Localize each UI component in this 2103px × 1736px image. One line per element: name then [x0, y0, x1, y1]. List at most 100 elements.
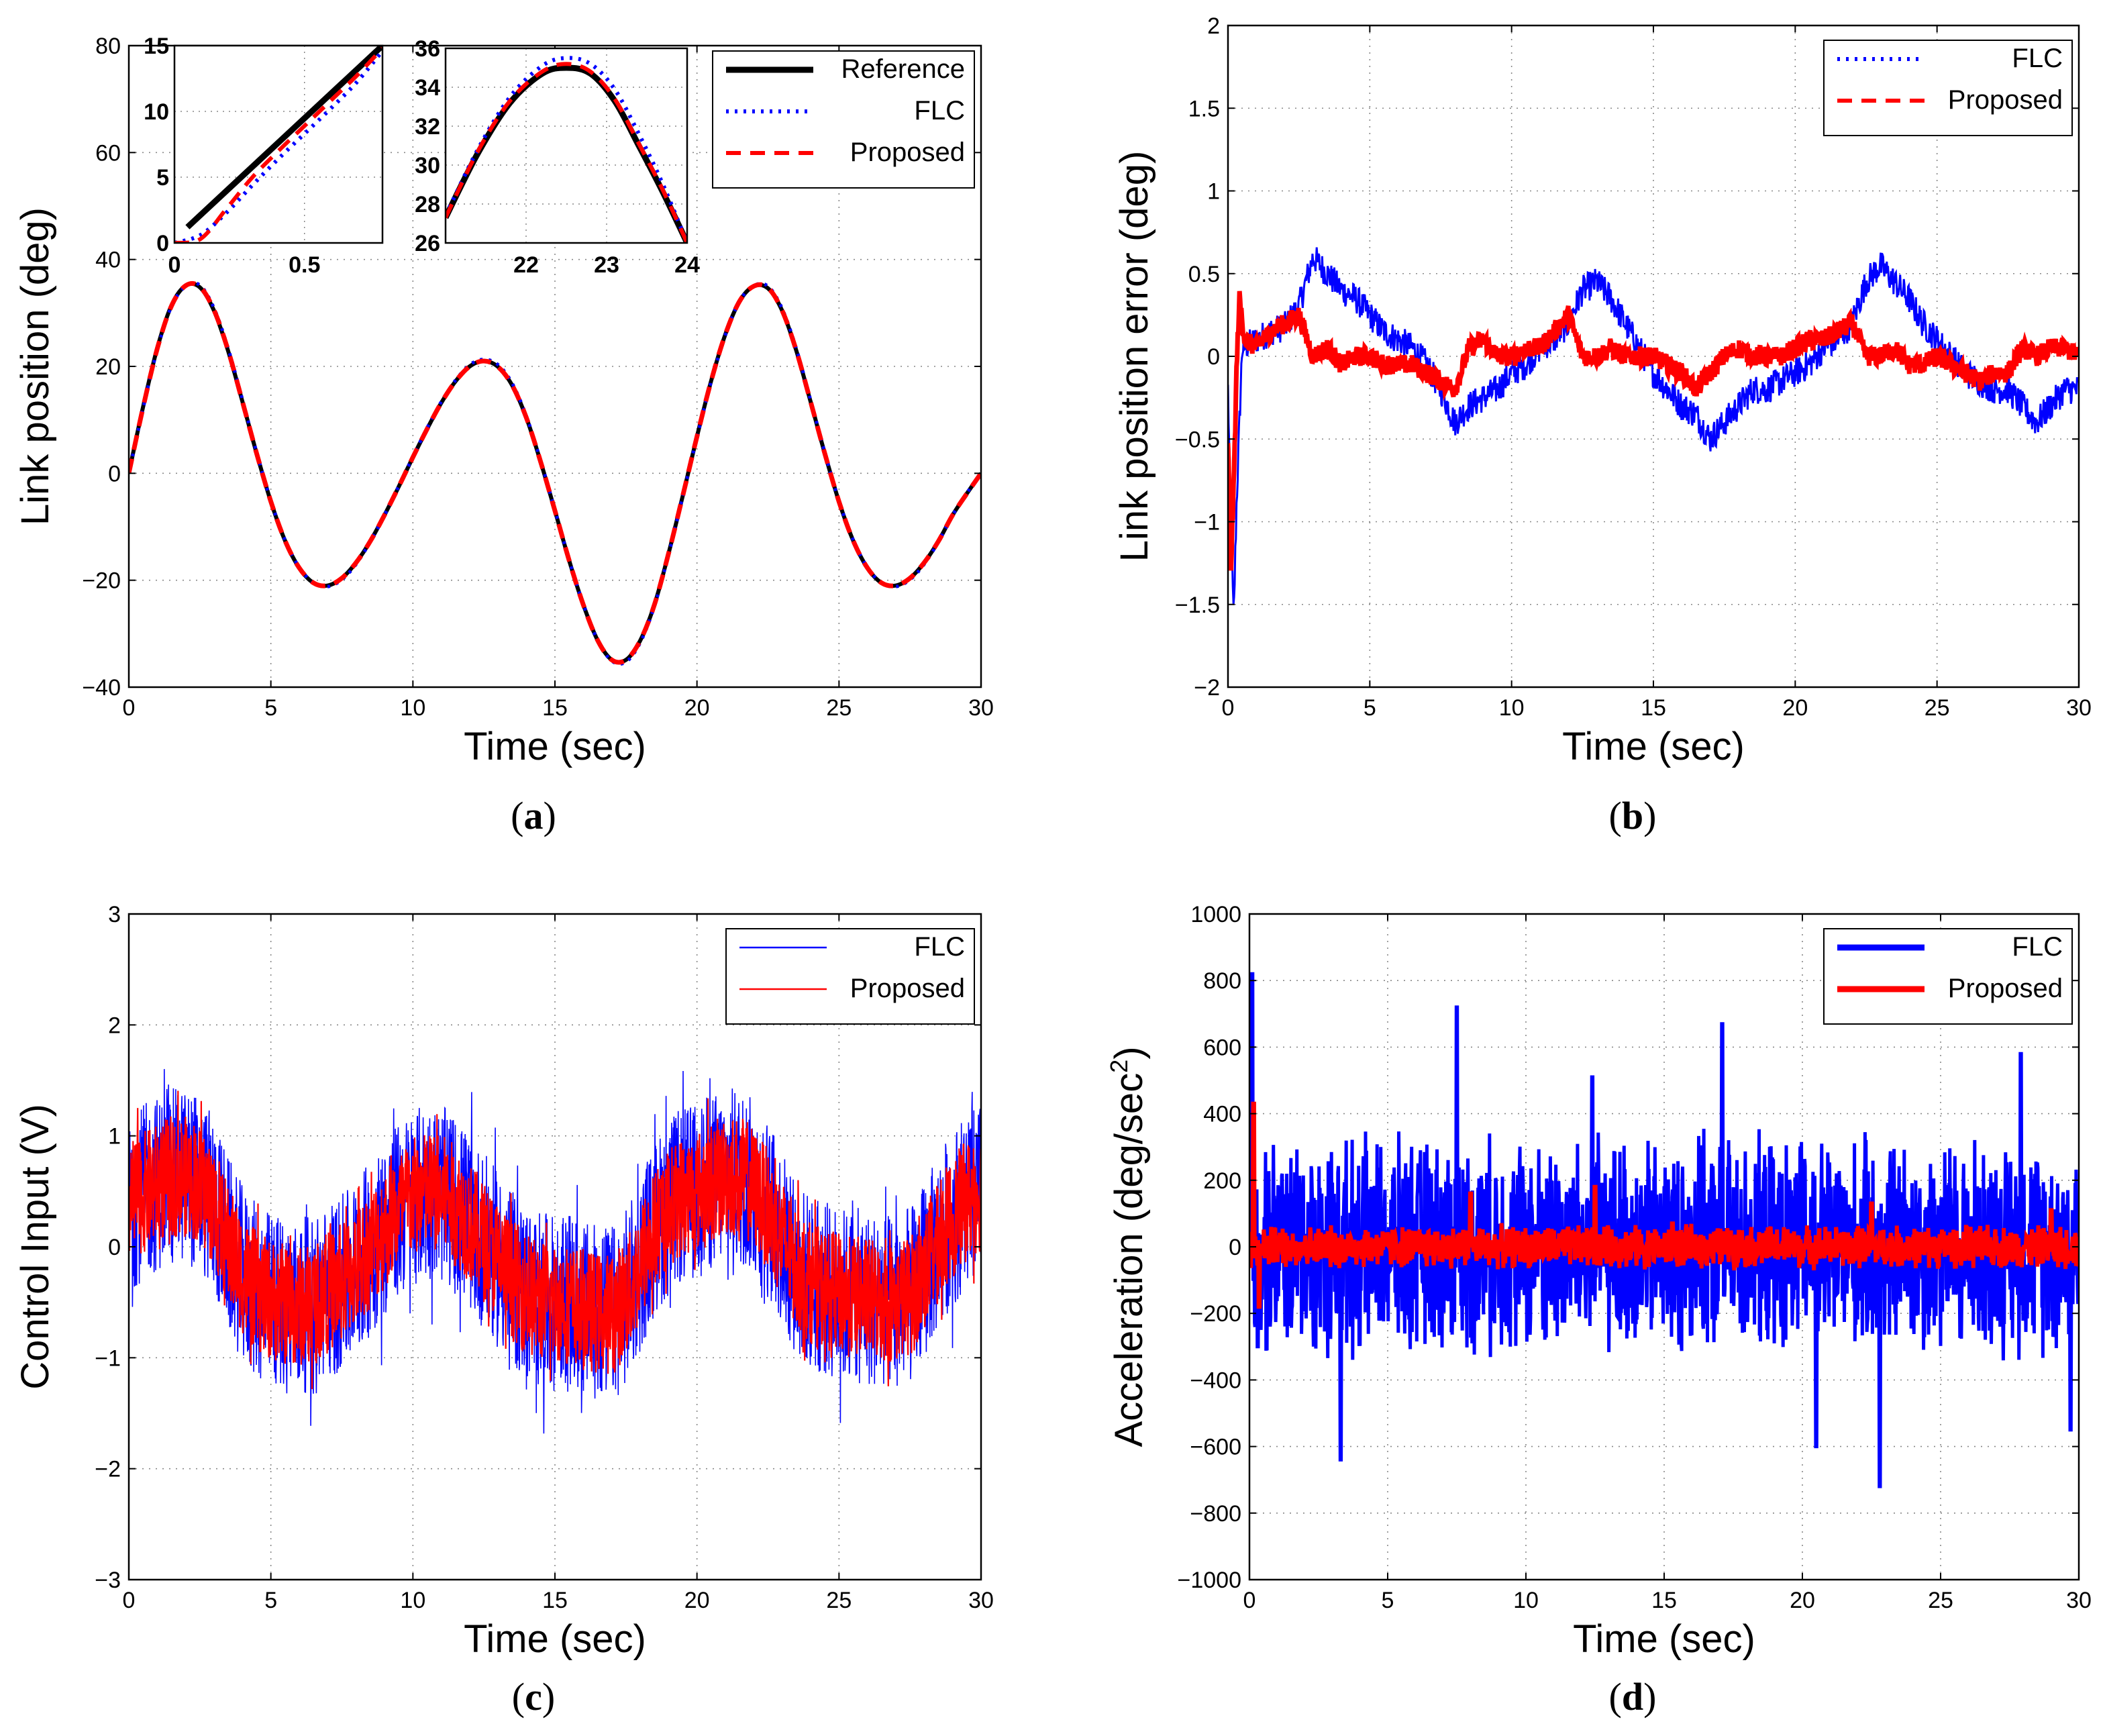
inset-1: 0 0.5 0 5 10 15 — [144, 34, 384, 278]
y-tick-label: 60 — [95, 140, 121, 166]
panel-caption: (d) — [1609, 1675, 1657, 1719]
y-axis-label: Link position (deg) — [13, 207, 57, 525]
panel-c: 0 5 10 15 20 25 30 −3 −2 −1 0 1 2 3 Time (sec) Control … — [13, 902, 994, 1719]
plot-series — [1228, 247, 2079, 605]
legend: FLC Proposed — [725, 928, 975, 1025]
legend-label-flc: FLC — [2012, 44, 2063, 73]
x-tick-label: 15 — [1651, 1588, 1677, 1613]
y-axis-label-main: Control Input (V) — [13, 1104, 57, 1390]
caption-close: ) — [1643, 794, 1656, 837]
x-tick-label: 5 — [264, 1588, 277, 1613]
y-tick-label: 200 — [1203, 1168, 1241, 1194]
legend: FLC Proposed — [1823, 40, 2073, 136]
y-tick-label: 400 — [1203, 1102, 1241, 1127]
y-tick-label: 20 — [95, 354, 121, 380]
inset-box — [444, 47, 688, 244]
legend: FLC Proposed — [1823, 928, 2073, 1025]
y-tick-label: −600 — [1190, 1435, 1241, 1460]
y-axis-label-tail: ) — [1107, 1046, 1151, 1059]
x-tick-label: 25 — [1925, 695, 1950, 721]
inset-x-tick-label: 0.5 — [289, 252, 320, 278]
y-axis-label: Acceleration (deg/sec2) — [1105, 1046, 1151, 1447]
y-tick-label: −400 — [1190, 1368, 1241, 1393]
x-tick-label: 0 — [123, 1588, 136, 1613]
x-tick-label: 25 — [1928, 1588, 1953, 1613]
x-axis-label: Time (sec) — [464, 1617, 646, 1661]
y-tick-label: −0.5 — [1175, 427, 1220, 452]
caption-open: ( — [1609, 794, 1622, 837]
y-tick-label: 800 — [1203, 968, 1241, 994]
legend-label-reference: Reference — [841, 54, 965, 84]
y-tick-label: 0 — [108, 1235, 121, 1260]
x-tick-label: 0 — [1222, 695, 1235, 721]
x-tick-label: 20 — [684, 695, 710, 721]
x-tick-label: 15 — [1641, 695, 1666, 721]
caption-letter: d — [1622, 1675, 1643, 1719]
x-axis-label: Time (sec) — [464, 725, 646, 768]
y-tick-label: −2 — [1194, 675, 1220, 701]
legend: Reference FLC Proposed — [712, 50, 975, 189]
inset-series — [174, 46, 382, 243]
y-tick-label: 0 — [1207, 344, 1220, 370]
x-tick-label: 20 — [1790, 1588, 1815, 1613]
inset-y-tick-label: 0 — [156, 231, 169, 256]
x-tick-label: 25 — [826, 1588, 852, 1613]
x-tick-label: 15 — [542, 1588, 568, 1613]
x-tick-label: 15 — [542, 695, 568, 721]
x-tick-label: 30 — [968, 695, 994, 721]
caption-letter: a — [524, 794, 544, 837]
y-axis-label-main: Link position (deg) — [13, 207, 57, 525]
legend-box — [1823, 40, 2073, 136]
legend-label-flc: FLC — [2012, 932, 2063, 962]
y-axis-label-main: Link position error (deg) — [1113, 151, 1156, 562]
caption-open: ( — [511, 794, 523, 837]
x-tick-label: 30 — [2066, 695, 2092, 721]
plot-series — [1249, 972, 2079, 1488]
y-tick-label: 3 — [108, 902, 121, 927]
y-axis-label-main: Acceleration (deg/sec — [1107, 1073, 1151, 1447]
y-tick-label: 2 — [108, 1013, 121, 1038]
inset-y-tick-label: 36 — [415, 36, 440, 62]
y-tick-label: −1000 — [1178, 1568, 1242, 1593]
inset-x-tick-label: 0 — [168, 252, 181, 278]
x-tick-label: 5 — [1382, 1588, 1394, 1613]
inset-2: 22 23 24 26 28 30 32 34 36 — [415, 36, 700, 278]
x-tick-label: 10 — [1499, 695, 1525, 721]
inset-y-tick-label: 30 — [415, 153, 440, 178]
y-tick-label: −1.5 — [1175, 593, 1220, 618]
y-axis-label-sup: 2 — [1105, 1060, 1133, 1073]
series-proposed — [1228, 291, 2079, 571]
y-axis-label: Link position error (deg) — [1113, 151, 1156, 562]
inset-series-proposed — [446, 62, 687, 243]
panel-caption: (a) — [511, 794, 556, 837]
caption-open: ( — [1609, 1675, 1622, 1719]
legend-label-proposed: Proposed — [1948, 974, 2063, 1003]
series-proposed — [1249, 1101, 2079, 1309]
y-tick-label: −200 — [1190, 1301, 1241, 1327]
panel-caption: (b) — [1609, 794, 1657, 837]
x-tick-label: 0 — [1243, 1588, 1256, 1613]
inset-y-tick-label: 15 — [144, 34, 169, 59]
x-tick-label: 10 — [1513, 1588, 1539, 1613]
inset-y-tick-label: 26 — [415, 231, 440, 256]
series-proposed — [129, 280, 981, 665]
panel-caption: (c) — [512, 1675, 555, 1719]
y-tick-label: 1 — [108, 1124, 121, 1150]
y-tick-label: 0.5 — [1188, 262, 1220, 287]
inset-y-tick-label: 10 — [144, 99, 169, 125]
x-tick-label: 10 — [400, 695, 425, 721]
legend-box — [725, 928, 975, 1025]
inset-series-proposed — [174, 46, 382, 243]
x-axis-label: Time (sec) — [1573, 1617, 1755, 1661]
y-tick-label: 1.5 — [1188, 96, 1220, 121]
inset-series — [446, 56, 687, 243]
grid — [129, 914, 981, 1580]
inset-series-reference — [185, 46, 382, 229]
y-tick-label: 80 — [95, 34, 121, 59]
series-proposed — [129, 1090, 981, 1390]
x-tick-label: 30 — [968, 1588, 994, 1613]
legend-box — [712, 50, 975, 189]
legend-label-flc: FLC — [914, 932, 965, 962]
y-tick-label: 1000 — [1190, 902, 1241, 927]
